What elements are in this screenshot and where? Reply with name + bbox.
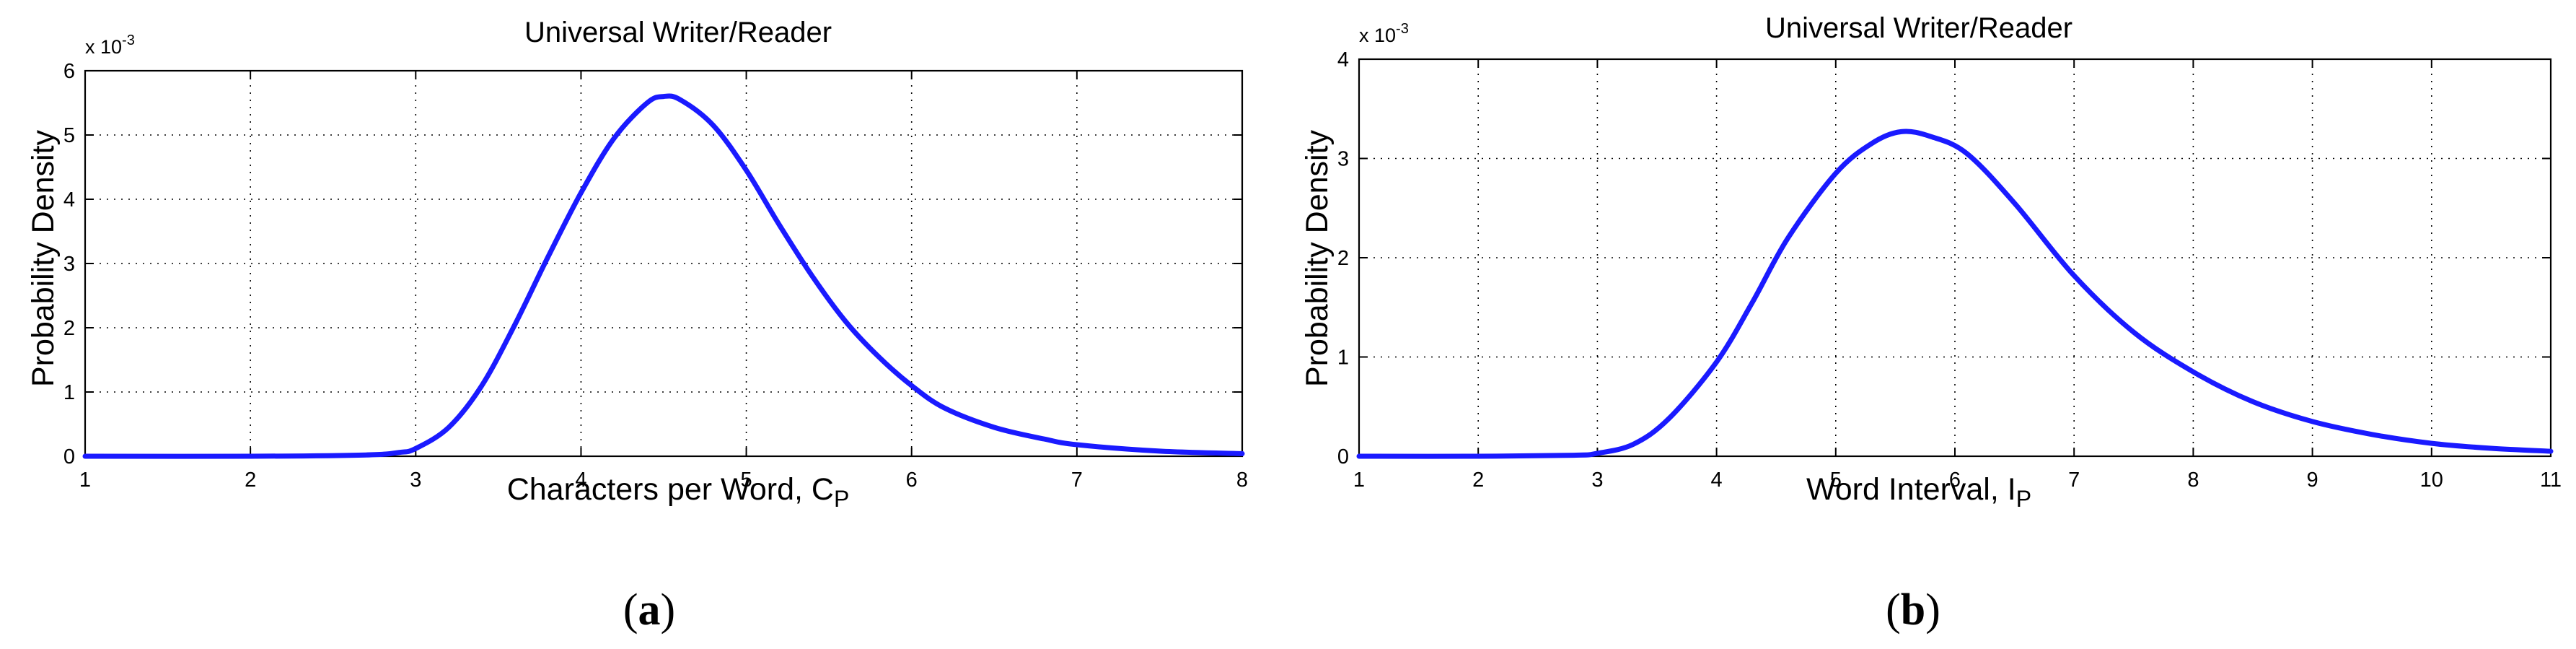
x-tick-label: 8 (2187, 469, 2199, 492)
y-tick-label: 6 (63, 60, 75, 83)
x-tick-label: 5 (741, 469, 752, 492)
grid-lines (1358, 58, 2551, 457)
x-tick-label: 7 (1071, 469, 1083, 492)
y-axis-label: Probability Density (26, 129, 61, 387)
y-tick-label: 3 (63, 253, 75, 276)
x-axis-label: Word Interval, IP (1806, 472, 2031, 512)
series-layer (1356, 129, 2554, 459)
chart-panel-b: Universal Writer/Reader x 10-3 Probabili… (1300, 12, 2562, 635)
grid-lines (84, 70, 1243, 457)
y-tick-label: 3 (1337, 148, 1349, 171)
series-line (1356, 129, 2554, 459)
x-tick-label: 6 (906, 469, 918, 492)
y-tick-label: 1 (63, 381, 75, 404)
chart-title: Universal Writer/Reader (1765, 12, 2072, 44)
series-layer (82, 93, 1245, 459)
x-tick-label: 8 (1236, 469, 1248, 492)
x-tick-label: 4 (1711, 469, 1723, 492)
x-tick-label: 9 (2307, 469, 2318, 492)
x-tick-label: 1 (79, 469, 91, 492)
x-axis-label: Characters per Word, CP (507, 472, 850, 512)
x-tick-label: 5 (1830, 469, 1842, 492)
x-tick-label: 4 (575, 469, 586, 492)
x-tick-label: 10 (2420, 469, 2443, 492)
y-tick-label: 0 (1337, 445, 1349, 469)
y-tick-label: 1 (1337, 347, 1349, 370)
y-tick-label: 5 (63, 124, 75, 147)
subfigure-label-b: (b) (1886, 585, 1940, 635)
y-tick-label: 4 (1337, 48, 1349, 71)
x-tick-label: 6 (1949, 469, 1961, 492)
y-exponent-label: x 10-3 (1359, 21, 1409, 46)
x-tick-label: 7 (2068, 469, 2080, 492)
x-tick-label: 3 (1591, 469, 1603, 492)
chart-title: Universal Writer/Reader (524, 17, 832, 48)
series-line (82, 93, 1245, 459)
y-tick-label: 4 (63, 188, 75, 212)
x-tick-label: 2 (1472, 469, 1484, 492)
y-tick-label: 0 (63, 445, 75, 469)
y-axis-label: Probability Density (1300, 129, 1335, 387)
x-tick-label: 1 (1353, 469, 1365, 492)
subfigure-label-a: (a) (623, 585, 675, 635)
chart-panel-a: Universal Writer/Reader x 10-3 Probabili… (26, 17, 1248, 635)
y-tick-label: 2 (63, 317, 75, 340)
x-tick-label: 11 (2540, 469, 2562, 492)
y-exponent-label: x 10-3 (85, 32, 135, 58)
plot-frame (84, 69, 1244, 458)
x-tick-label: 2 (245, 469, 256, 492)
x-tick-label: 3 (410, 469, 421, 492)
plot-frame (1358, 58, 2552, 458)
y-tick-label: 2 (1337, 247, 1349, 270)
